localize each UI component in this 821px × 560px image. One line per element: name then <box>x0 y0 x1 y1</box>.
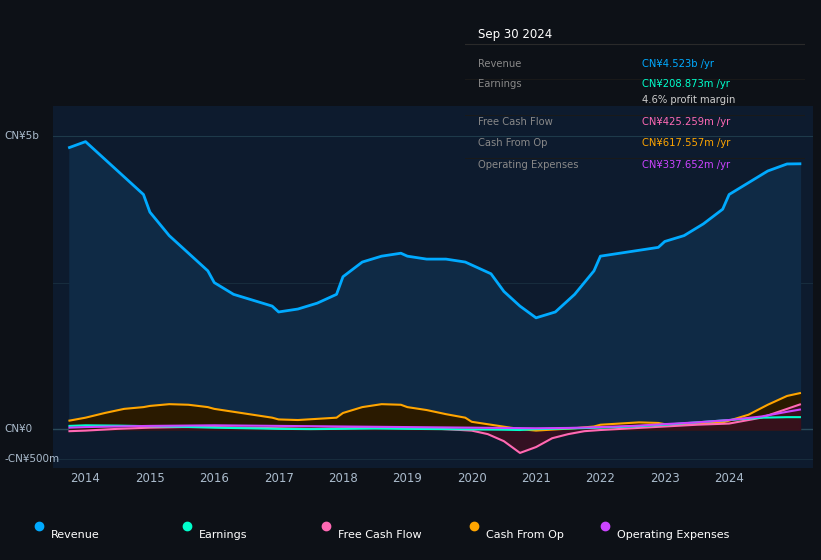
Text: Free Cash Flow: Free Cash Flow <box>479 117 553 127</box>
Text: CN¥4.523b /yr: CN¥4.523b /yr <box>642 59 713 69</box>
Text: CN¥5b: CN¥5b <box>4 131 39 141</box>
Text: Earnings: Earnings <box>199 530 247 540</box>
Text: Cash From Op: Cash From Op <box>486 530 564 540</box>
Text: CN¥208.873m /yr: CN¥208.873m /yr <box>642 79 730 89</box>
Text: CN¥425.259m /yr: CN¥425.259m /yr <box>642 117 730 127</box>
Text: Earnings: Earnings <box>479 79 522 89</box>
Text: Sep 30 2024: Sep 30 2024 <box>479 28 553 41</box>
Text: Operating Expenses: Operating Expenses <box>479 160 579 170</box>
Text: CN¥0: CN¥0 <box>4 424 32 435</box>
Text: Operating Expenses: Operating Expenses <box>617 530 730 540</box>
Text: CN¥617.557m /yr: CN¥617.557m /yr <box>642 138 730 148</box>
Text: CN¥337.652m /yr: CN¥337.652m /yr <box>642 160 730 170</box>
Text: Cash From Op: Cash From Op <box>479 138 548 148</box>
Text: Free Cash Flow: Free Cash Flow <box>338 530 422 540</box>
Text: 4.6% profit margin: 4.6% profit margin <box>642 95 736 105</box>
Text: Revenue: Revenue <box>51 530 99 540</box>
Text: -CN¥500m: -CN¥500m <box>4 454 59 464</box>
Text: Revenue: Revenue <box>479 59 521 69</box>
